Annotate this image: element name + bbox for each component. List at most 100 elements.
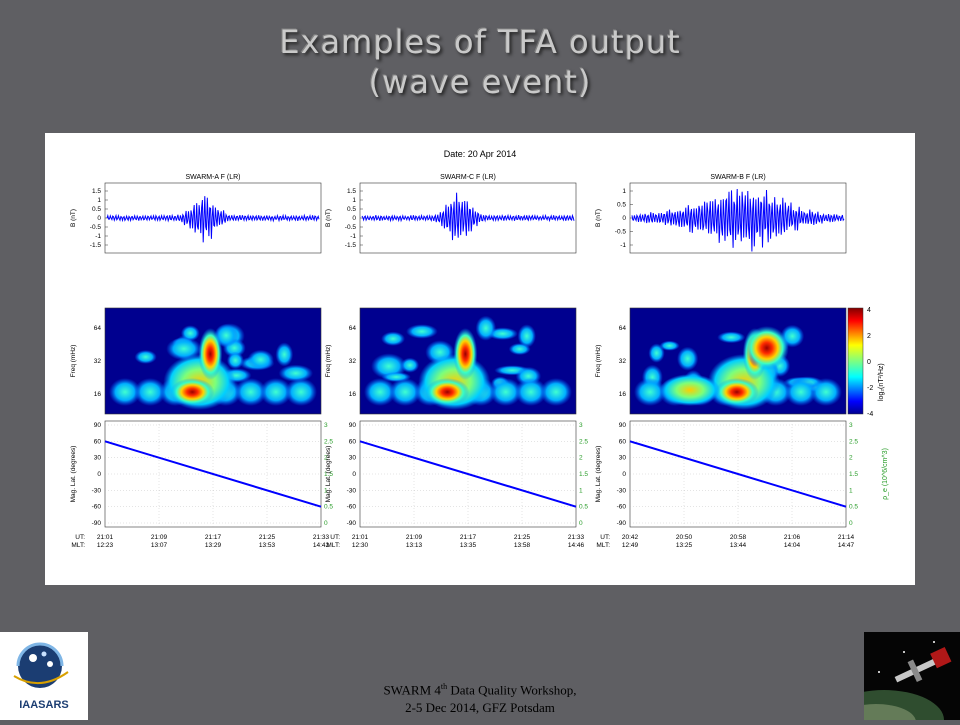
freq-tick-label: 64 (94, 325, 102, 332)
b-tick-label: -0.5 (345, 224, 357, 231)
logo-text: IAASARS (19, 699, 69, 711)
density-tick-label: 0.5 (579, 504, 588, 511)
density-tick-label: 1 (579, 487, 583, 494)
lat-tick-label: -60 (92, 504, 102, 511)
mlt-tick: 13:25 (676, 542, 693, 549)
b-axis-label: B (nT) (70, 209, 77, 227)
mlt-tick: 12:49 (622, 542, 639, 549)
lat-tick-label: 0 (622, 471, 626, 478)
mlt-label: MLT: (71, 542, 85, 549)
b-tick-label: 0 (97, 215, 101, 222)
figure-date: Date: 20 Apr 2014 (444, 149, 517, 159)
freq-tick-label: 32 (349, 358, 357, 365)
lat-tick-label: 60 (349, 438, 357, 445)
spectrogram (630, 308, 846, 414)
panel-title: SWARM-B F (LR) (710, 174, 765, 181)
b-tick-label: 1 (622, 188, 626, 195)
mlt-label: MLT: (596, 542, 610, 549)
lat-tick-label: -90 (347, 520, 357, 527)
mlt-tick: 14:04 (784, 542, 801, 549)
b-tick-label: -1 (95, 233, 101, 240)
density-tick-label: 0 (579, 520, 583, 527)
lat-tick-label: -60 (347, 504, 357, 511)
lat-tick-label: 60 (619, 438, 627, 445)
colorbar-tick: 2 (867, 333, 871, 340)
latitude-trace (629, 440, 847, 508)
mlt-label: MLT: (326, 542, 340, 549)
tfa-figure-svg: Date: 20 Apr 2014 SWARM-A F (LR) 1.5 1 0.5 0… (70, 149, 889, 549)
density-tick-label: 1 (849, 487, 853, 494)
density-tick-label: 2.5 (324, 438, 333, 445)
freq-tick-label: 32 (619, 358, 627, 365)
lat-tick-label: -30 (617, 487, 627, 494)
freq-axis-label: Freq (mHz) (595, 345, 602, 378)
lat-tick-label: 0 (352, 471, 356, 478)
density-tick-label: 2 (324, 455, 328, 462)
b-tick-label: -0.5 (90, 224, 102, 231)
lat-tick-label: 30 (619, 455, 627, 462)
lat-axis-label: Mag. Lat. (degrees) (325, 446, 332, 503)
satellite-image (864, 632, 960, 720)
mlt-tick: 13:44 (730, 542, 747, 549)
b-axis-label: B (nT) (595, 209, 602, 227)
b-tick-label: 0.5 (617, 202, 626, 209)
lat-tick-label: -30 (347, 487, 357, 494)
b-tick-label: -1.5 (345, 242, 357, 249)
mlt-tick: 13:58 (514, 542, 531, 549)
lat-tick-label: 0 (97, 471, 101, 478)
freq-tick-label: 16 (94, 391, 102, 398)
ut-label: UT: (75, 534, 85, 541)
freq-tick-label: 32 (94, 358, 102, 365)
colorbar-gradient (847, 307, 864, 415)
density-tick-label: 3 (579, 422, 583, 429)
lat-tick-label: 90 (619, 422, 627, 429)
lat-axis-label: Mag. Lat. (degrees) (70, 446, 77, 503)
density-tick-label: 2.5 (849, 438, 858, 445)
lat-axis-label: Mag. Lat. (degrees) (595, 446, 602, 503)
footer-line1-a: SWARM 4 (383, 682, 441, 698)
b-axis-label: B (nT) (325, 209, 332, 227)
panel-title: SWARM-A F (LR) (186, 174, 241, 181)
ut-tick: 21:17 (460, 534, 477, 541)
ut-tick: 21:33 (568, 534, 585, 541)
b-tick-label: 0.5 (92, 206, 101, 213)
b-tick-label: 1.5 (92, 188, 101, 195)
footer-caption: SWARM 4th Data Quality Workshop, 2-5 Dec… (300, 678, 660, 717)
colorbar-tick: 4 (867, 307, 871, 314)
ut-tick: 21:01 (352, 534, 369, 541)
lat-tick-label: -90 (92, 520, 102, 527)
lat-tick-label: 30 (349, 455, 357, 462)
mlt-tick: 13:35 (460, 542, 477, 549)
iaasars-logo: IAASARS (0, 632, 88, 720)
latitude-trace (359, 440, 577, 508)
panel-column: SWARM-B F (LR)10.50-0.5-1B (nT)643216Fre… (595, 174, 858, 549)
mlt-tick: 13:07 (151, 542, 168, 549)
density-tick-label: 0 (324, 520, 328, 527)
spectrogram (105, 308, 321, 414)
ut-tick: 20:42 (622, 534, 639, 541)
lat-tick-label: -90 (617, 520, 627, 527)
b-field-trace (631, 188, 845, 252)
mlt-tick: 12:23 (97, 542, 114, 549)
density-tick-label: 3 (324, 422, 328, 429)
density-tick-label: 1 (324, 487, 328, 494)
density-axis-label: ρ_e (10^6/cm^3) (882, 448, 889, 500)
b-tick-label: 1 (97, 197, 101, 204)
ut-tick: 21:09 (406, 534, 423, 541)
density-tick-label: 1.5 (849, 471, 858, 478)
b-tick-label: 1.5 (347, 188, 356, 195)
b-tick-label: 0 (352, 215, 356, 222)
density-tick-label: 2 (579, 455, 583, 462)
b-tick-label: -1 (350, 233, 356, 240)
footer-line1-sup: th (440, 682, 448, 691)
density-tick-label: 1.5 (324, 471, 333, 478)
lat-tick-label: 90 (349, 422, 357, 429)
density-tick-label: 0.5 (849, 504, 858, 511)
b-field-trace (361, 192, 575, 241)
slide-title: Examples of TFA output (wave event) (0, 22, 960, 102)
lat-tick-label: 60 (94, 438, 102, 445)
density-tick-label: 0 (849, 520, 853, 527)
ut-tick: 21:25 (259, 534, 276, 541)
ut-tick: 21:25 (514, 534, 531, 541)
mlt-tick: 13:29 (205, 542, 222, 549)
